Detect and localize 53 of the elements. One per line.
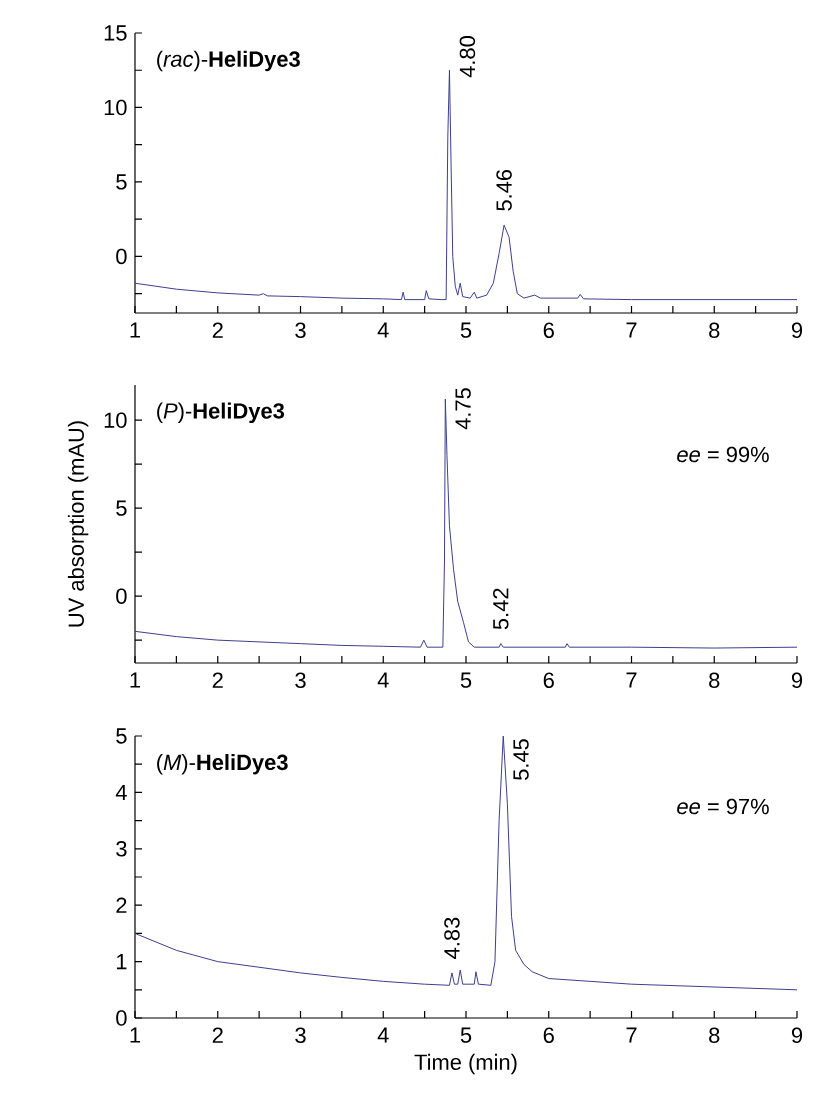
x-tick-label: 9 [791,322,803,339]
x-tick-label: 7 [626,1027,637,1043]
y-tick-label: 10 [104,412,127,428]
x-tick-label: 2 [212,672,223,688]
x-tick-label: 3 [295,322,306,339]
y-tick-label: 5 [116,174,127,190]
x-tick-label: 1 [130,672,141,688]
y-tick-label: 10 [104,99,127,116]
x-tick-label: 5 [460,1027,472,1043]
annotation: 4.80 [459,36,476,78]
y-tick-label: 3 [116,841,127,857]
x-tick-label: 5 [460,322,472,338]
x-tick-label: 9 [791,1027,803,1044]
annotation: 4.83 [444,917,460,959]
y-tick-label: 1 [116,954,127,970]
x-axis-title: Time (min) [414,1053,517,1075]
x-tick-label: 8 [709,672,720,689]
x-tick-label: 6 [543,322,554,339]
x-tick-label: 5 [460,672,472,688]
annotation: 4.75 [455,388,471,430]
x-tick-label: 4 [377,322,389,338]
y-tick-label: 0 [116,248,127,265]
annotation: 5.45 [513,739,529,780]
y-axis-title: UV absorption (mAU) [67,421,89,627]
y-tick-label: 0 [116,588,127,604]
text: (P)-HeliDye3 [157,402,285,424]
x-tick-label: 7 [626,672,637,688]
text: (rac)-HeliDye3 [157,50,300,72]
x-tick-label: 7 [626,322,637,338]
x-tick-label: 1 [130,1027,141,1043]
y-tick-label: 5 [116,728,127,744]
x-tick-label: 4 [377,672,389,688]
x-tick-label: 9 [791,672,803,689]
x-tick-label: 6 [543,1027,554,1044]
text: (M)-HeliDye3 [157,753,288,775]
annotation: 5.46 [496,169,512,211]
x-tick-label: 6 [543,672,554,689]
y-tick-label: 2 [116,897,127,913]
x-tick-label: 1 [130,322,141,338]
x-tick-label: 4 [377,1027,389,1043]
y-tick-label: 5 [116,500,127,516]
y-tick-label: 4 [115,784,127,800]
x-tick-label: 3 [295,672,306,689]
x-tick-label: 8 [709,1027,720,1044]
x-tick-label: 8 [709,322,720,339]
annotation: ee = 97% [677,798,769,815]
annotation: 5.42 [492,588,509,630]
y-tick-label: 0 [116,1010,127,1026]
y-tick-label: 15 [104,25,127,41]
x-tick-label: 2 [212,322,223,338]
annotation: ee = 99% [677,446,769,463]
x-tick-label: 3 [295,1027,306,1044]
x-tick-label: 2 [212,1027,223,1043]
